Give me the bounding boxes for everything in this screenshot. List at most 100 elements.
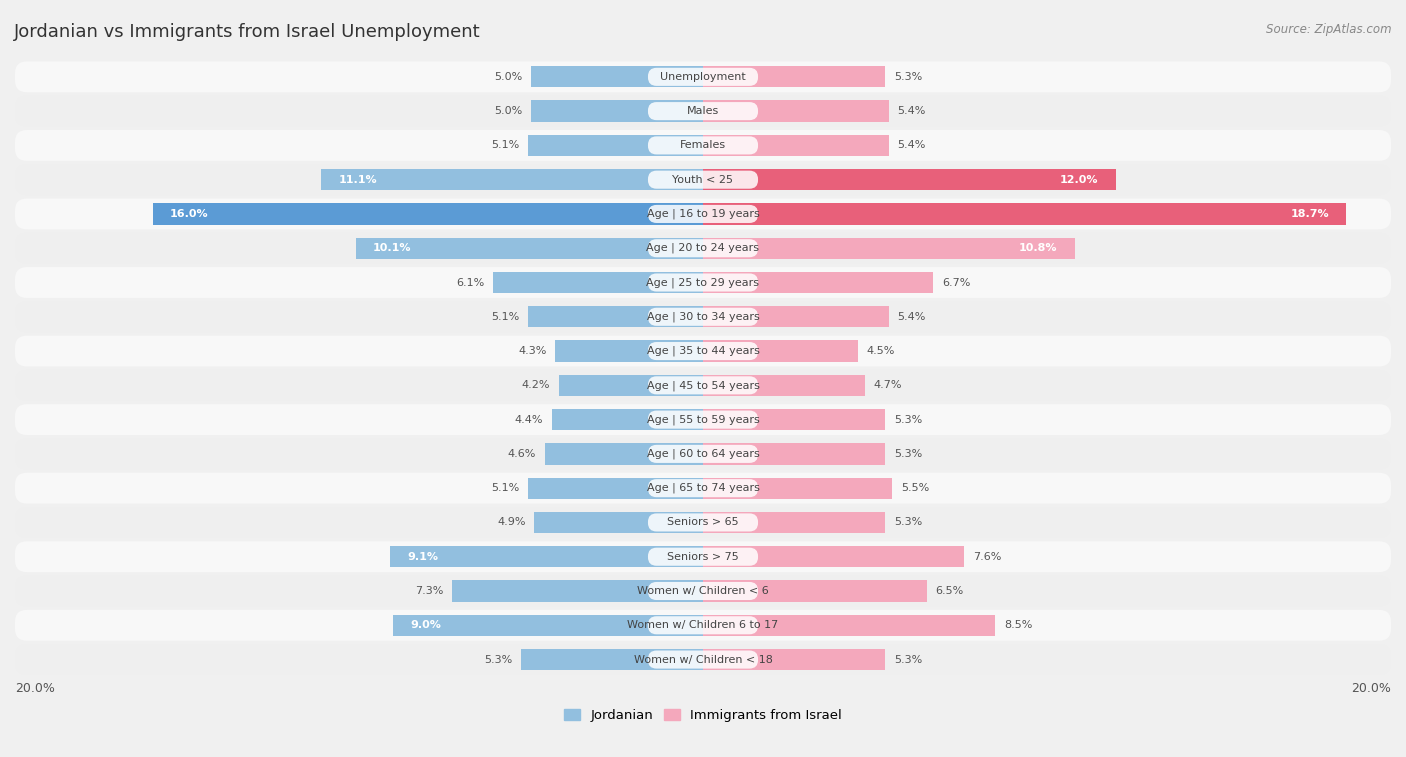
Text: 5.1%: 5.1% (491, 140, 519, 151)
Text: 5.3%: 5.3% (894, 655, 922, 665)
Text: Males: Males (688, 106, 718, 116)
FancyBboxPatch shape (15, 95, 1391, 126)
FancyBboxPatch shape (15, 233, 1391, 263)
FancyBboxPatch shape (648, 616, 758, 634)
Bar (703, 615, 995, 636)
Text: 4.2%: 4.2% (522, 380, 550, 391)
Text: 4.6%: 4.6% (508, 449, 536, 459)
Bar (527, 478, 703, 499)
Bar (703, 512, 886, 533)
Bar (527, 135, 703, 156)
Bar (703, 341, 858, 362)
Text: 5.3%: 5.3% (894, 72, 922, 82)
Text: 5.1%: 5.1% (491, 312, 519, 322)
Text: 5.4%: 5.4% (897, 140, 925, 151)
FancyBboxPatch shape (15, 61, 1391, 92)
FancyBboxPatch shape (648, 376, 758, 394)
Text: Jordanian vs Immigrants from Israel Unemployment: Jordanian vs Immigrants from Israel Unem… (14, 23, 481, 41)
Text: 5.3%: 5.3% (894, 518, 922, 528)
Text: 5.3%: 5.3% (484, 655, 512, 665)
Text: 5.3%: 5.3% (894, 449, 922, 459)
Bar (703, 478, 893, 499)
Bar (703, 306, 889, 328)
Bar (703, 66, 886, 88)
FancyBboxPatch shape (648, 342, 758, 360)
Text: Seniors > 65: Seniors > 65 (668, 518, 738, 528)
FancyBboxPatch shape (15, 610, 1391, 640)
Text: 5.5%: 5.5% (901, 483, 929, 493)
Text: 7.3%: 7.3% (415, 586, 443, 596)
FancyBboxPatch shape (648, 650, 758, 668)
Bar (520, 649, 703, 670)
Bar (321, 169, 703, 190)
Text: 6.1%: 6.1% (457, 278, 485, 288)
FancyBboxPatch shape (648, 102, 758, 120)
Bar (394, 615, 703, 636)
FancyBboxPatch shape (648, 582, 758, 600)
FancyBboxPatch shape (15, 541, 1391, 572)
FancyBboxPatch shape (15, 370, 1391, 400)
Text: 5.0%: 5.0% (494, 72, 523, 82)
Text: Source: ZipAtlas.com: Source: ZipAtlas.com (1267, 23, 1392, 36)
Bar (527, 306, 703, 328)
Bar (703, 135, 889, 156)
FancyBboxPatch shape (648, 136, 758, 154)
Bar (494, 272, 703, 293)
Text: 10.1%: 10.1% (373, 243, 412, 254)
FancyBboxPatch shape (648, 239, 758, 257)
FancyBboxPatch shape (15, 164, 1391, 195)
Bar (703, 444, 886, 465)
Bar (703, 169, 1116, 190)
Bar (703, 101, 889, 122)
Text: Age | 65 to 74 years: Age | 65 to 74 years (647, 483, 759, 494)
Text: 9.0%: 9.0% (411, 620, 441, 631)
Bar (153, 204, 703, 225)
Legend: Jordanian, Immigrants from Israel: Jordanian, Immigrants from Israel (564, 709, 842, 722)
FancyBboxPatch shape (15, 198, 1391, 229)
Text: 8.5%: 8.5% (1004, 620, 1032, 631)
Bar (703, 375, 865, 396)
Text: Seniors > 75: Seniors > 75 (666, 552, 740, 562)
Text: 4.3%: 4.3% (517, 346, 547, 356)
Bar (551, 409, 703, 430)
Text: 10.8%: 10.8% (1019, 243, 1057, 254)
FancyBboxPatch shape (15, 335, 1391, 366)
Bar (451, 581, 703, 602)
FancyBboxPatch shape (15, 438, 1391, 469)
Bar (555, 341, 703, 362)
Text: 5.1%: 5.1% (491, 483, 519, 493)
FancyBboxPatch shape (648, 205, 758, 223)
Text: 4.4%: 4.4% (515, 415, 543, 425)
Bar (389, 546, 703, 567)
Text: Youth < 25: Youth < 25 (672, 175, 734, 185)
Text: 7.6%: 7.6% (973, 552, 1001, 562)
Text: 18.7%: 18.7% (1291, 209, 1329, 219)
Bar (534, 512, 703, 533)
Text: Women w/ Children < 18: Women w/ Children < 18 (634, 655, 772, 665)
Bar (703, 272, 934, 293)
Text: 5.0%: 5.0% (494, 106, 523, 116)
FancyBboxPatch shape (648, 68, 758, 86)
Bar (703, 409, 886, 430)
Text: 12.0%: 12.0% (1060, 175, 1098, 185)
Text: Age | 45 to 54 years: Age | 45 to 54 years (647, 380, 759, 391)
Bar (703, 649, 886, 670)
Text: 9.1%: 9.1% (408, 552, 439, 562)
Bar (703, 238, 1074, 259)
FancyBboxPatch shape (15, 644, 1391, 675)
Text: Age | 25 to 29 years: Age | 25 to 29 years (647, 277, 759, 288)
Bar (558, 375, 703, 396)
FancyBboxPatch shape (648, 547, 758, 565)
Text: 20.0%: 20.0% (15, 682, 55, 695)
Text: 6.5%: 6.5% (935, 586, 963, 596)
Text: 20.0%: 20.0% (1351, 682, 1391, 695)
Text: 5.3%: 5.3% (894, 415, 922, 425)
FancyBboxPatch shape (648, 479, 758, 497)
Text: Age | 30 to 34 years: Age | 30 to 34 years (647, 312, 759, 322)
FancyBboxPatch shape (648, 170, 758, 188)
FancyBboxPatch shape (648, 513, 758, 531)
FancyBboxPatch shape (648, 445, 758, 463)
Text: Women w/ Children 6 to 17: Women w/ Children 6 to 17 (627, 620, 779, 631)
Text: 5.4%: 5.4% (897, 106, 925, 116)
Bar (531, 66, 703, 88)
